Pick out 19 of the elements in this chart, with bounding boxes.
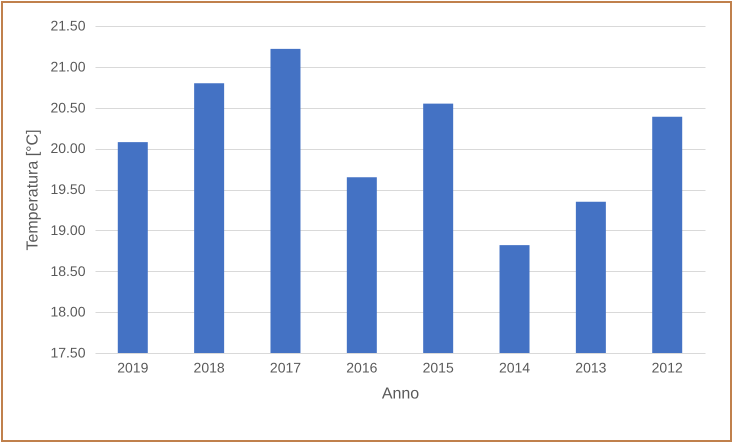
x-tick-label: 2016 [346, 360, 378, 376]
y-tick-label: 21.00 [50, 58, 86, 74]
x-axis-title: Anno [382, 386, 420, 402]
y-tick-label: 21.50 [50, 18, 86, 34]
y-tick-label: 20.50 [50, 99, 86, 116]
x-tick-label: 2012 [652, 360, 683, 376]
y-tick-label: 19.50 [50, 181, 86, 197]
x-tick-label: 2018 [194, 360, 225, 376]
y-tick-label: 20.00 [50, 140, 86, 156]
x-tick-label: 2013 [575, 360, 607, 376]
y-tick-label: 17.50 [50, 344, 86, 360]
x-tick-label: 2019 [117, 360, 149, 376]
y-tick-label: 18.50 [50, 262, 86, 279]
x-tick-label: 2017 [270, 360, 302, 376]
x-tick-label: 2014 [498, 360, 530, 376]
y-axis-title: Temperatura [°C] [24, 129, 42, 251]
y-tick-label: 18.00 [50, 304, 86, 320]
x-tick-label: 2015 [422, 360, 454, 376]
y-tick-label: 19.00 [50, 222, 86, 238]
